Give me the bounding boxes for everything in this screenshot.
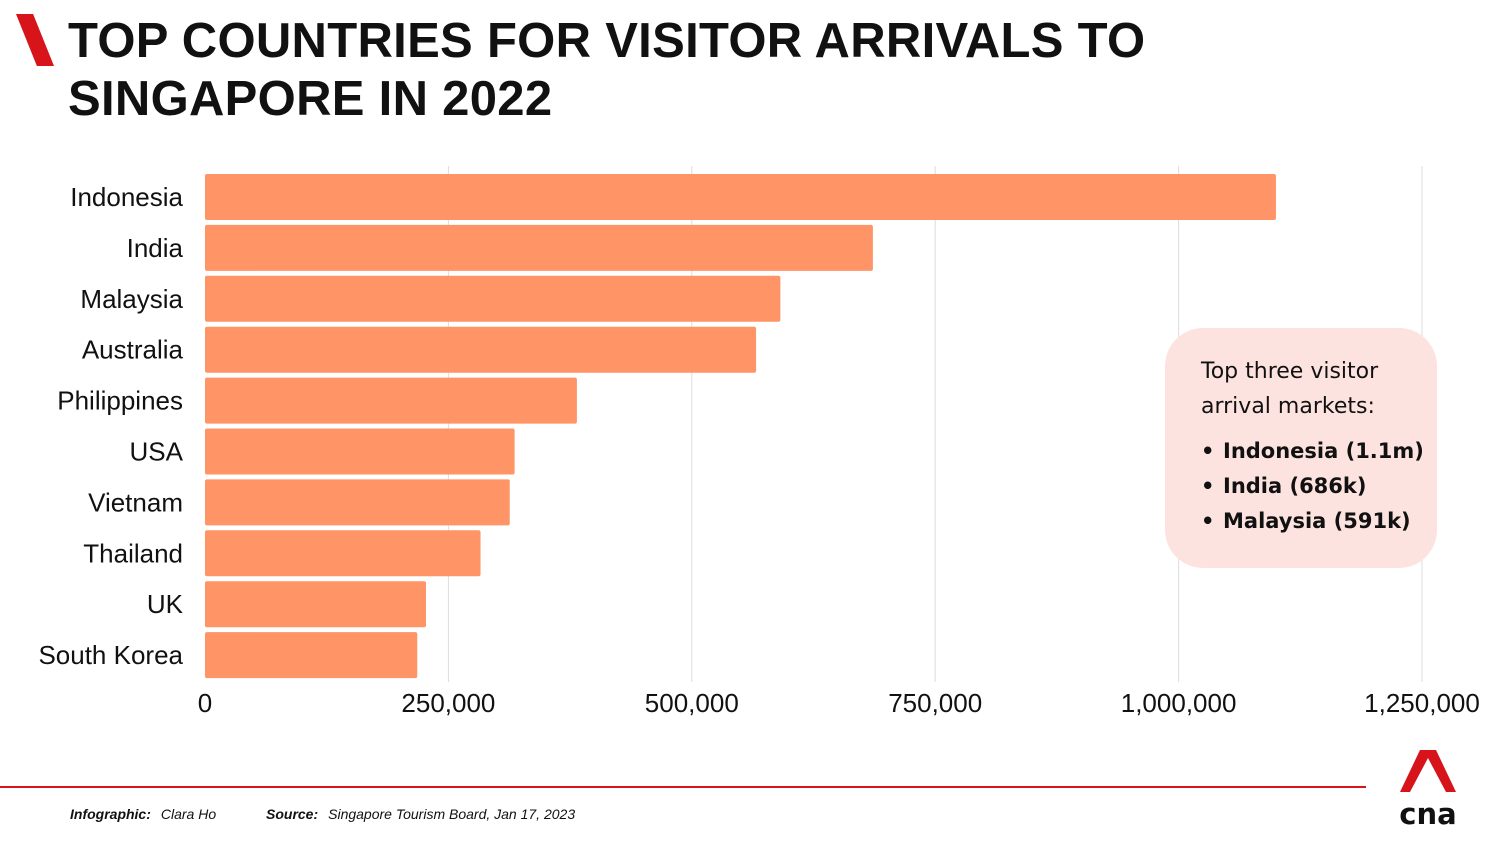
y-category-label: Vietnam bbox=[88, 487, 183, 517]
page-title: TOP COUNTRIES FOR VISITOR ARRIVALS TO SI… bbox=[68, 14, 1146, 126]
bar bbox=[205, 581, 427, 628]
bullet-icon: • bbox=[1201, 509, 1215, 533]
y-category-label: South Korea bbox=[38, 640, 183, 670]
callout-item: • Indonesia (1.1m) bbox=[1201, 434, 1424, 469]
cna-logo: cna bbox=[1399, 750, 1457, 828]
bar-chart: 0 250,000 500,000 750,000 1,000,000 1,250,000… bbox=[38, 166, 1480, 718]
y-category-label: Indonesia bbox=[70, 182, 183, 212]
credit-source-label: Source: bbox=[266, 806, 319, 822]
footer-divider bbox=[0, 786, 1366, 788]
bar bbox=[205, 530, 481, 577]
credit-source-value: Singapore Tourism Board, Jan 17, 2023 bbox=[328, 806, 576, 822]
x-tick-label: 750,000 bbox=[888, 688, 982, 718]
title-accent-bar bbox=[16, 14, 54, 66]
y-category-label: UK bbox=[147, 589, 184, 619]
credit-infographic-value: Clara Ho bbox=[160, 806, 217, 822]
bar bbox=[205, 428, 515, 475]
x-tick-label: 1,000,000 bbox=[1121, 688, 1237, 718]
bar bbox=[205, 632, 418, 679]
callout-item-text: Malaysia (591k) bbox=[1223, 509, 1411, 533]
callout-heading-line2: arrival markets: bbox=[1201, 394, 1375, 419]
bar bbox=[205, 377, 577, 424]
y-category-label: Australia bbox=[82, 335, 184, 365]
x-tick-label: 250,000 bbox=[401, 688, 495, 718]
callout-item-text: India (686k) bbox=[1223, 474, 1367, 498]
bar bbox=[205, 224, 873, 271]
logo-text: cna bbox=[1399, 797, 1456, 828]
bar bbox=[205, 275, 781, 322]
credit-source: Source: Singapore Tourism Board, Jan 17, … bbox=[266, 806, 575, 822]
callout-heading: Top three visitor arrival markets: bbox=[1201, 354, 1423, 424]
callout-box: Top three visitor arrival markets: • Indo… bbox=[1165, 328, 1437, 568]
y-category-label: Malaysia bbox=[80, 284, 183, 314]
bullet-icon: • bbox=[1201, 439, 1215, 463]
credit-infographic-label: Infographic: bbox=[70, 806, 151, 822]
callout-list: • Indonesia (1.1m) • India (686k) • Malaysi… bbox=[1201, 434, 1424, 539]
callout-item: • Malaysia (591k) bbox=[1201, 504, 1423, 539]
bar bbox=[205, 174, 1276, 220]
logo-mark-icon bbox=[1400, 750, 1456, 792]
bar bbox=[205, 479, 510, 526]
callout-item-text: Indonesia (1.1m) bbox=[1223, 439, 1424, 463]
bullet-icon: • bbox=[1201, 474, 1215, 498]
y-category-label: Thailand bbox=[83, 538, 183, 568]
bar bbox=[205, 326, 757, 373]
x-tick-label: 500,000 bbox=[645, 688, 739, 718]
y-category-label: India bbox=[127, 233, 184, 263]
y-category-label: USA bbox=[130, 437, 184, 467]
x-tick-label: 1,250,000 bbox=[1364, 688, 1480, 718]
x-tick-label: 0 bbox=[198, 688, 212, 718]
credit-infographic: Infographic: Clara Ho bbox=[70, 806, 216, 822]
callout-item: • India (686k) bbox=[1201, 469, 1423, 504]
callout-heading-line1: Top three visitor bbox=[1201, 359, 1379, 384]
y-category-label: Philippines bbox=[57, 386, 183, 416]
